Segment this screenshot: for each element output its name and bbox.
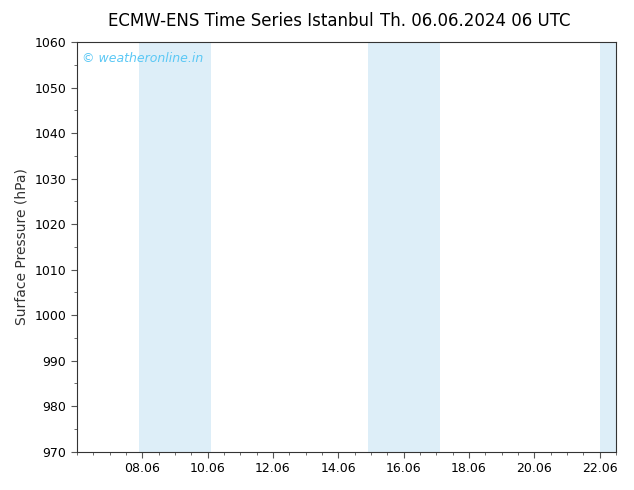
Bar [175,42,211,452]
Bar [368,42,404,452]
Bar [600,42,616,452]
Bar [404,42,439,452]
Bar [139,42,175,452]
Text: ECMW-ENS Time Series Istanbul: ECMW-ENS Time Series Istanbul [108,12,373,30]
Text: © weatheronline.in: © weatheronline.in [82,52,204,65]
Text: Th. 06.06.2024 06 UTC: Th. 06.06.2024 06 UTC [380,12,571,30]
Y-axis label: Surface Pressure (hPa): Surface Pressure (hPa) [15,169,29,325]
